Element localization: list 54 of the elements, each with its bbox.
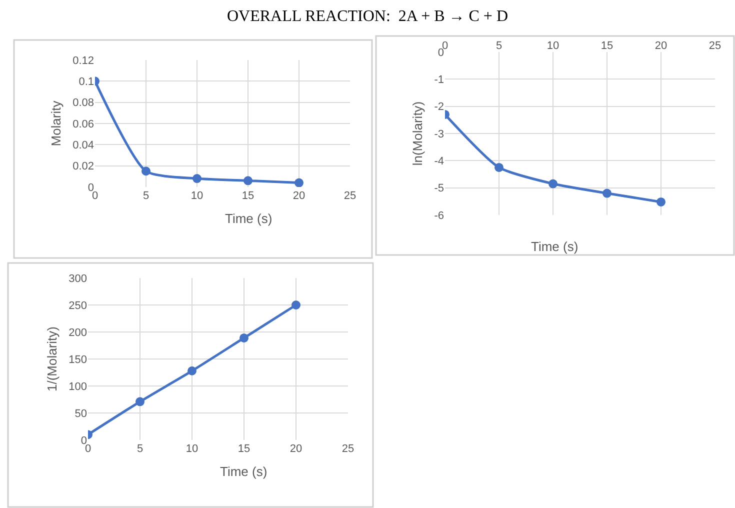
x-axis-title: Time (s) xyxy=(220,464,268,479)
x-tick-label: 15 xyxy=(600,40,614,52)
y-tick-label: 0.02 xyxy=(72,160,94,173)
point xyxy=(602,188,612,198)
point xyxy=(294,178,304,187)
point xyxy=(244,176,252,186)
y-tick-label: 0.04 xyxy=(72,140,94,152)
point xyxy=(292,300,300,310)
point xyxy=(240,333,248,342)
y-tick-label: -4 xyxy=(434,156,444,168)
point xyxy=(142,166,150,176)
x-tick-label: 15 xyxy=(238,443,250,455)
x-axis-title: Time (s) xyxy=(531,239,578,254)
y-tick-label: 0 xyxy=(88,182,94,194)
point xyxy=(136,397,144,406)
x-tick-label: 25 xyxy=(708,40,722,52)
x-tick-label: 20 xyxy=(290,443,302,455)
x-tick-label: 10 xyxy=(546,40,560,52)
x-tick-label: 5 xyxy=(136,443,144,455)
x-tick-label: 10 xyxy=(190,190,204,202)
x-tick-label: 20 xyxy=(292,190,306,202)
point xyxy=(192,174,202,184)
y-tick-label: -2 xyxy=(434,101,444,114)
y-tick-label: 300 xyxy=(68,272,87,285)
point xyxy=(656,197,666,206)
chart-title: OVERALL REACTION: 2A + B → C + D xyxy=(227,8,508,25)
x-tick-label: 10 xyxy=(186,443,198,455)
y-tick-label: 200 xyxy=(68,326,87,339)
y-tick-label: 0.06 xyxy=(72,118,94,130)
point xyxy=(548,179,558,188)
y-tick-label: 150 xyxy=(68,354,87,366)
y-tick-label: 0.1 xyxy=(78,76,94,88)
y-tick-label: 250 xyxy=(68,300,87,312)
x-tick-label: 5 xyxy=(142,190,150,202)
y-tick-label: -6 xyxy=(434,210,444,222)
y-tick-label: 0.08 xyxy=(72,97,94,110)
y-tick-label: 0.12 xyxy=(72,54,94,67)
y-tick-label: -1 xyxy=(434,74,444,86)
point xyxy=(494,162,504,172)
x-axis-title: Time (s) xyxy=(225,211,272,226)
y-axis-title: Molarity xyxy=(48,100,64,146)
y-tick-label: -3 xyxy=(434,128,444,140)
x-tick-label: 5 xyxy=(496,40,502,52)
x-tick-label: 25 xyxy=(342,443,354,455)
point xyxy=(188,366,196,376)
y-tick-label: -5 xyxy=(434,182,444,195)
x-tick-label: 20 xyxy=(654,40,668,52)
y-axis-title: ln(Molarity) xyxy=(410,101,426,166)
y-tick-label: 50 xyxy=(74,408,87,420)
y-tick-label: 100 xyxy=(68,380,87,393)
x-tick-label: 15 xyxy=(242,190,254,202)
x-tick-label: 25 xyxy=(344,190,356,202)
y-axis-title: 1/(Molarity) xyxy=(44,326,60,392)
y-tick-label: 0 xyxy=(80,434,87,447)
